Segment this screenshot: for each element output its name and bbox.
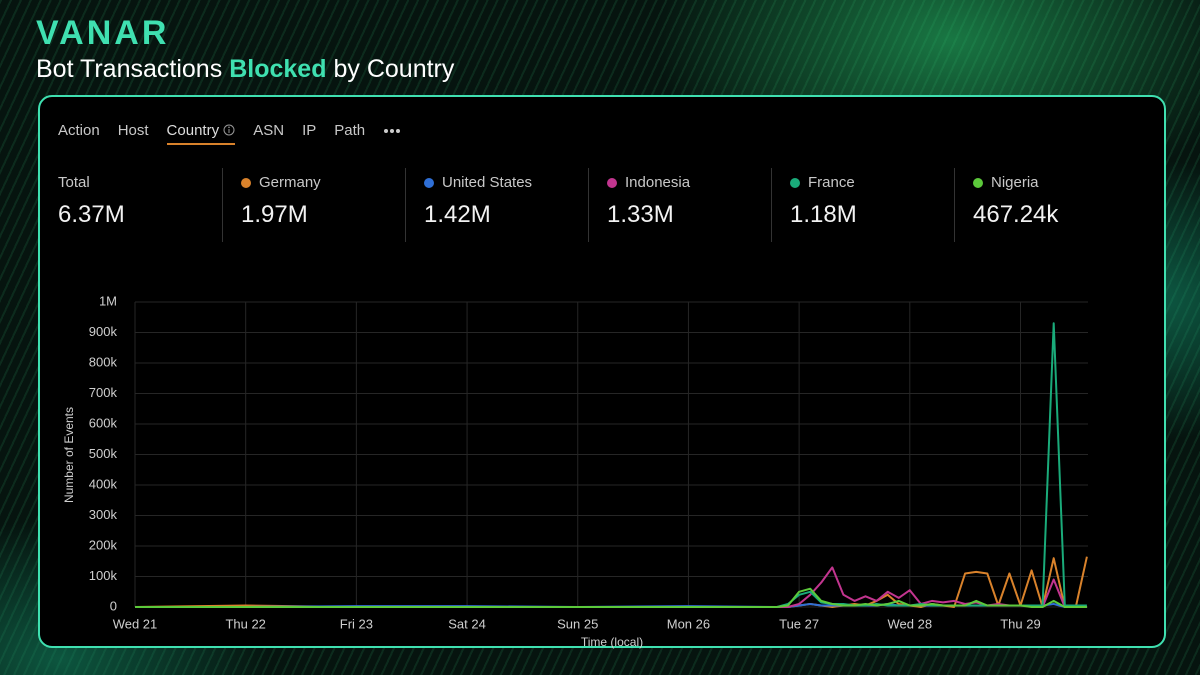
divider [405,168,406,242]
x-tick-label: Wed 28 [888,616,933,631]
y-tick-label: 300k [89,507,118,522]
x-tick-label: Mon 26 [667,616,710,631]
tab[interactable]: Action [58,122,100,139]
y-tick-label: 400k [89,476,118,491]
series-line [134,556,1088,608]
y-tick-label: 500k [89,446,118,461]
stat-value: 467.24k [973,201,1059,228]
legend-dot [241,177,251,188]
series-line [135,587,1087,608]
stat-label: United States [424,174,532,191]
stat: Total 6.37M [58,174,125,229]
stat: Nigeria 467.24k [973,174,1058,229]
tab[interactable]: ASN [253,122,285,139]
tab-label: Country [166,122,220,139]
stat-value: 1.33M [607,201,674,228]
stat-value: 6.37M [58,201,125,228]
x-tick-label: Thu 29 [1000,616,1040,631]
stat-label: Total [58,174,125,191]
more-button[interactable] [383,128,401,134]
y-tick-label: 100k [89,568,118,583]
stat-value: 1.97M [241,201,308,228]
x-axis-label: Time (local) [581,635,643,649]
stat: Germany 1.97M [241,174,321,229]
stat: France 1.18M [790,174,857,229]
y-tick-label: 0 [110,598,117,613]
brand: VANAR [36,14,170,52]
stat-value: 1.18M [790,201,857,228]
tab[interactable]: IP [302,122,317,139]
x-tick-label: Wed 21 [113,616,158,631]
x-tick-label: Thu 22 [225,616,265,631]
title-highlight: Blocked [229,55,327,83]
stat: United States 1.42M [424,174,532,229]
stat-label: Indonesia [607,174,690,191]
title-part: Bot Transactions [36,55,223,83]
stat-value: 1.42M [424,201,491,228]
tabs: Action Host Country ASN IP Path [58,122,401,145]
stat-label: Nigeria [973,174,1058,191]
legend-dot [424,177,434,188]
stat-label: Germany [241,174,321,191]
x-tick-label: Fri 23 [340,616,373,631]
page-title: Bot Transactions Blocked by Country [36,55,461,84]
y-tick-label: 600k [89,415,118,430]
stat-label-text: Germany [259,174,321,191]
x-tick-label: Tue 27 [779,616,819,631]
legend-dot [790,177,800,188]
tab[interactable]: Path [334,122,366,139]
title-part: by Country [333,55,455,83]
y-tick-label: 800k [89,354,118,369]
divider [954,168,955,242]
stat: Indonesia 1.33M [607,174,690,229]
tab-active[interactable]: Country [166,122,236,145]
divider [588,168,589,242]
series-line [135,322,1087,608]
x-tick-label: Sat 24 [448,616,486,631]
y-tick-label: 700k [89,385,118,400]
stat-label-text: Total [58,174,90,191]
y-tick-label: 900k [89,324,118,339]
stat-label-text: United States [442,174,533,191]
stat-label-text: France [808,174,855,191]
divider [222,168,223,242]
y-tick-label: 200k [89,537,118,552]
stat-label: France [790,174,857,191]
stat-label-text: Indonesia [625,174,691,191]
y-axis-label: Number of Events [62,407,76,503]
legend-dot [607,177,617,188]
stat-label-text: Nigeria [991,174,1039,191]
y-tick-label: 1M [99,293,117,308]
divider [771,168,772,242]
x-tick-label: Sun 25 [557,616,598,631]
legend-dot [973,177,983,188]
tab[interactable]: Host [117,122,149,139]
series-line [135,566,1087,608]
info-icon [223,124,235,136]
